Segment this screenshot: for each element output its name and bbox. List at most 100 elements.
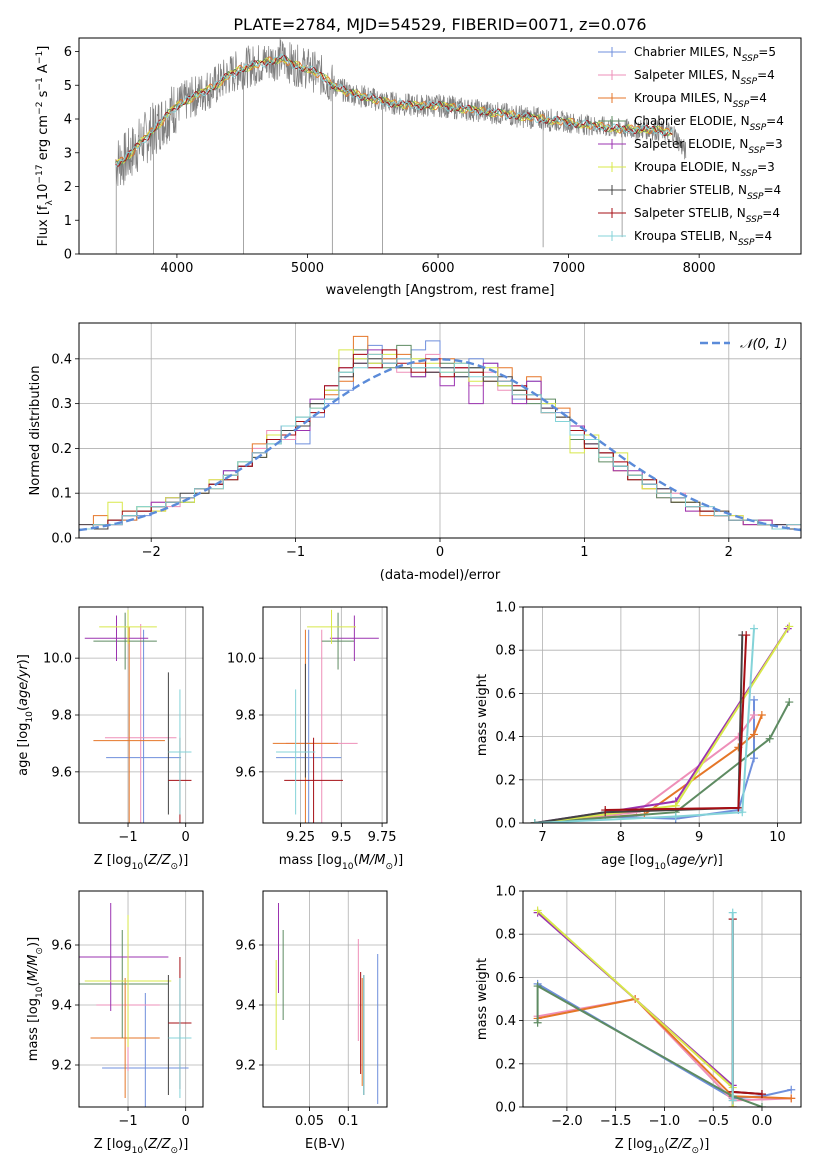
errorbar-kroupa-stelib: [276, 689, 316, 815]
y-axis-label: mass weight: [475, 674, 490, 756]
data-point: [757, 1103, 766, 1107]
data-point: [750, 730, 759, 739]
x-tick-label: −1: [118, 830, 137, 845]
y-tick-label: 0.6: [495, 971, 516, 986]
x-tick-label: −2: [142, 545, 161, 560]
y-tick-label: 9.4: [235, 999, 256, 1014]
x-axis-label: mass [log10(M/M⊙)]: [279, 853, 403, 872]
data-point: [734, 803, 743, 812]
data-point: [750, 695, 759, 704]
y-tick-label: 3: [64, 146, 72, 161]
y-tick-label: 0.6: [495, 687, 516, 702]
plot-area: [275, 903, 379, 1104]
data-point: [787, 1085, 796, 1094]
data-point: [765, 734, 774, 743]
x-tick-label: −1: [118, 1114, 137, 1129]
data-point: [533, 1018, 542, 1027]
errorbar-kroupa-stelib: [168, 689, 192, 815]
x-tick-label: 0: [436, 545, 444, 560]
panel-mass-vs-EBV: 0.05 0.1 9.2 9.4 9.6 E(B-V): [235, 890, 388, 1152]
series-chabrier-elodie: [534, 701, 791, 823]
series-salpeter-stelib: [731, 919, 763, 1095]
x-tick-label: 2: [725, 545, 733, 560]
y-tick-label: 9.8: [51, 709, 72, 724]
x-tick-label: 8000: [683, 261, 716, 276]
y-tick-label: 0.2: [51, 442, 72, 457]
data-point: [757, 1090, 766, 1099]
y-tick-label: 2: [64, 180, 72, 195]
axes-frame: [78, 322, 802, 539]
x-tick-label: 9.25: [286, 830, 315, 845]
x-tick-label: 5000: [291, 261, 324, 276]
data-point: [757, 711, 766, 719]
errorbar-salpeter-miles: [104, 624, 177, 823]
errorbar-kroupa-stelib: [168, 978, 192, 1098]
y-tick-label: 4: [64, 113, 72, 128]
x-axis-label: Z [log10(Z/Z⊙)]: [94, 853, 189, 872]
legend-label: Salpeter ELODIE, NSSP=3: [634, 137, 783, 156]
axes-frame: [522, 890, 802, 1108]
data-point: [601, 806, 610, 815]
x-tick-label: −2.0: [551, 1114, 583, 1129]
y-tick-label: 9.6: [235, 939, 256, 954]
axes-frame: [78, 37, 802, 255]
y-tick-label: 0.8: [495, 928, 516, 943]
x-axis-label: E(B-V): [305, 1137, 345, 1152]
y-tick-label: 1.0: [495, 885, 516, 900]
errorbar-salpeter-stelib: [284, 737, 343, 823]
x-tick-label: 9.5: [331, 830, 352, 845]
data-point: [530, 819, 539, 823]
y-tick-label: 1: [64, 214, 72, 229]
y-tick-label: 0.4: [495, 1014, 516, 1029]
panel-age-vs-Z: −1 0 9.6 9.8 10.0 Z [log10(Z/Z⊙)] age [log10(a…: [16, 606, 204, 872]
y-tick-label: 9.6: [235, 765, 256, 780]
y-tick-label: 0.4: [495, 730, 516, 745]
y-tick-label: 1.0: [495, 601, 516, 616]
y-tick-label: 0.0: [495, 817, 516, 832]
x-axis-label: wavelength [Angstrom, rest frame]: [326, 283, 555, 298]
y-tick-label: 0: [64, 248, 72, 263]
x-tick-label: −1.5: [600, 1114, 632, 1129]
plot-area: [79, 903, 192, 1107]
legend-label: Salpeter STELIB, NSSP=4: [634, 206, 780, 225]
errorbar-chabrier-elodie: [321, 612, 355, 670]
x-tick-label: 9.75: [368, 830, 397, 845]
y-axis-label: Flux [fλ10−17 erg cm−2 s−1 A−1]: [35, 46, 55, 247]
y-axis-label: age [log10(age/yr)]: [16, 654, 35, 776]
errorbar-salpeter-elodie: [84, 615, 149, 661]
series-chabrier-miles: [534, 699, 755, 823]
y-tick-label: 9.2: [235, 1059, 256, 1074]
x-axis-label: Z [log10(Z/Z⊙)]: [94, 1137, 189, 1156]
errorbar-chabrier-elodie: [93, 612, 157, 670]
y-axis-label: mass [log10(M/M⊙)]: [26, 937, 45, 1061]
axes-frame: [78, 890, 204, 1108]
y-tick-label: 9.6: [51, 939, 72, 954]
data-point: [750, 754, 759, 763]
errorbar-salpeter-elodie: [79, 903, 169, 1011]
legend-label: 𝒩(0, 1): [740, 337, 787, 352]
axes-frame: [522, 606, 802, 824]
y-tick-label: 5: [64, 79, 72, 94]
data-point: [750, 711, 759, 719]
y-tick-label: 0.1: [51, 487, 72, 502]
data-spectrum-line: [115, 38, 687, 254]
x-tick-label: −0.5: [697, 1114, 729, 1129]
series-chabrier-elodie: [536, 984, 763, 1107]
plot-area: [530, 622, 794, 823]
plot-area: [84, 609, 192, 823]
y-tick-label: 0.3: [51, 397, 72, 412]
data-point: [728, 1096, 737, 1105]
x-axis-label: Z [log10(Z/Z⊙)]: [615, 1137, 710, 1156]
series-chabrier-stelib: [534, 635, 744, 823]
plot-area: [533, 906, 796, 1107]
y-axis-label: Normed distribution: [28, 366, 43, 496]
model-spectrum-line: [115, 53, 673, 168]
y-tick-label: 9.8: [235, 709, 256, 724]
legend-label: Chabrier STELIB, NSSP=4: [634, 183, 781, 202]
errorbar-kroupa-miles: [93, 626, 165, 823]
model-spectrum-line: [115, 56, 673, 166]
plot-area: [79, 335, 801, 538]
data-point: [728, 908, 737, 917]
x-tick-label: 7000: [552, 261, 585, 276]
histogram-chabrier-stelib: [79, 358, 801, 538]
